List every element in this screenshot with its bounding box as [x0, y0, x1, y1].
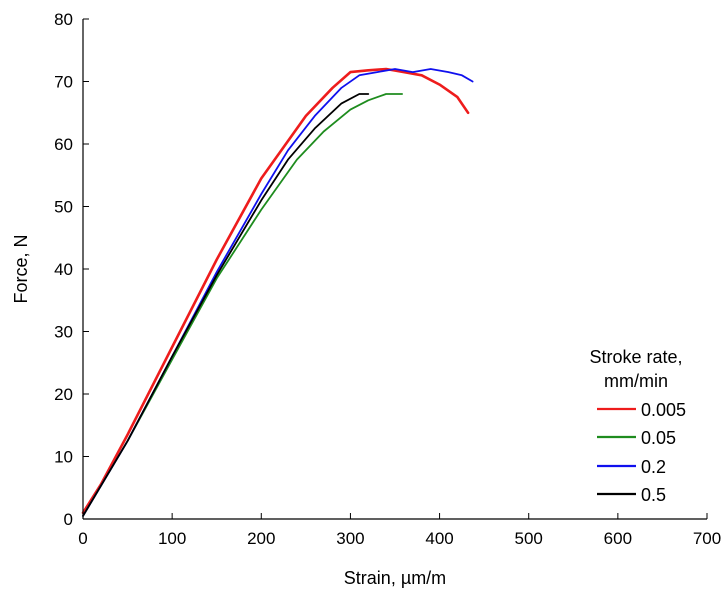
legend-label: 0.005: [641, 400, 686, 420]
series-line-0.005: [81, 67, 470, 515]
x-tick-label: 500: [515, 529, 543, 548]
legend-title-line1: Stroke rate,: [589, 347, 682, 367]
y-tick-label: 20: [54, 385, 73, 404]
x-tick-label: 100: [158, 529, 186, 548]
y-tick-label: 50: [54, 198, 73, 217]
legend-label: 0.2: [641, 457, 666, 477]
plot-curves: [81, 67, 474, 517]
y-tick-label: 80: [54, 10, 73, 29]
legend-title-line2: mm/min: [604, 371, 668, 391]
x-tick-label: 200: [247, 529, 275, 548]
x-tick-label: 700: [693, 529, 721, 548]
x-axis-ticks: 0 100 200 300 400 500 600 700: [78, 513, 721, 548]
y-tick-label: 0: [64, 510, 73, 529]
x-tick-label: 300: [336, 529, 364, 548]
x-tick-label: 0: [78, 529, 87, 548]
x-axis-label: Strain, µm/m: [344, 568, 446, 588]
y-tick-label: 40: [54, 260, 73, 279]
legend-items: 0.005 0.05 0.2 0.5: [597, 400, 686, 505]
y-tick-label: 60: [54, 135, 73, 154]
series-line-0.05: [82, 93, 404, 517]
legend-label: 0.05: [641, 428, 676, 448]
y-axis-ticks: 0 10 20 30 40 50 60 70 80: [54, 10, 89, 529]
x-tick-label: 600: [604, 529, 632, 548]
y-tick-label: 30: [54, 323, 73, 342]
series-line-0.2: [82, 68, 474, 517]
y-tick-label: 10: [54, 448, 73, 467]
legend: Stroke rate, mm/min 0.005 0.05 0.2 0.5: [589, 347, 686, 505]
legend-label: 0.5: [641, 485, 666, 505]
y-tick-label: 70: [54, 73, 73, 92]
y-axis-label: Force, N: [11, 234, 31, 303]
series-line-0.5: [82, 93, 370, 517]
x-tick-label: 400: [425, 529, 453, 548]
